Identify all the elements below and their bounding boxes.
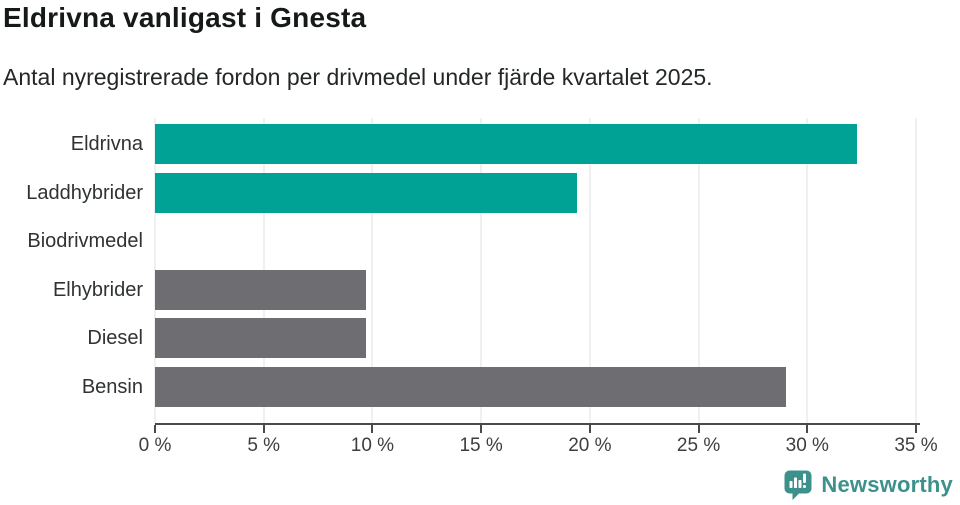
x-tick-label: 5 % [247,435,281,456]
bar-bensin [155,366,786,407]
x-tick-label: 30 % [785,435,829,456]
x-tick-label: 10 % [350,435,395,456]
x-tick-mark [806,425,809,433]
gridline [589,118,591,424]
x-axis-line [155,423,920,425]
bar-eldrivna [155,124,858,164]
x-axis-ticks: 0 % 5 % 10 % 15 % 20 % 25 % 30 % 35 % [139,425,938,456]
category-label: Elhybrider [52,278,143,301]
x-tick-label: 15 % [459,435,503,456]
x-tick-mark [262,425,265,433]
gridline [806,118,808,424]
x-tick-mark [154,425,156,433]
x-tick-mark [371,425,374,433]
bar-track [155,221,916,261]
bar-track [155,269,916,310]
bar-laddhybrider [155,172,577,213]
bar-track [155,366,916,407]
chart-row: Bensin [0,366,916,407]
chart-row: Diesel [0,318,916,359]
x-tick-label: 35 % [894,435,938,456]
bar-track [155,172,916,213]
gridline [915,118,917,424]
x-tick-label: 20 % [568,435,612,456]
newsworthy-wordmark: Newsworthy [821,472,953,497]
category-label: Diesel [87,327,143,350]
bar-track [155,124,916,164]
x-tick-label: 0 % [138,435,172,456]
chart-row: Biodrivmedel [0,221,916,261]
bar-elhybrider [155,269,366,310]
chart-row: Laddhybrider [0,172,916,213]
chart-title: Eldrivna vanligast i Gnesta [3,2,367,33]
category-label: Laddhybrider [26,181,143,204]
gridline [480,118,482,424]
x-tick-label: 25 % [676,435,721,456]
x-tick-mark [480,425,483,433]
chart-row: Elhybrider [0,269,916,310]
gridline [698,118,700,424]
gridline [371,118,373,424]
chart-subtitle: Antal nyregistrerade fordon per drivmede… [3,64,713,90]
newsworthy-logo[interactable]: Newsworthy [783,469,953,501]
x-tick-mark [697,425,700,433]
category-label: Bensin [81,375,143,398]
category-label: Eldrivna [70,133,143,155]
bar-rows: Eldrivna Laddhybrider Biodrivmedel Elhybrid… [0,124,916,416]
x-tick-mark [915,425,917,433]
x-tick-mark [588,425,591,433]
bar-track [155,318,916,359]
chart-row: Eldrivna [0,124,916,164]
bar-diesel [155,318,366,359]
category-label: Biodrivmedel [27,230,143,253]
newsworthy-bubble-icon [784,470,812,500]
